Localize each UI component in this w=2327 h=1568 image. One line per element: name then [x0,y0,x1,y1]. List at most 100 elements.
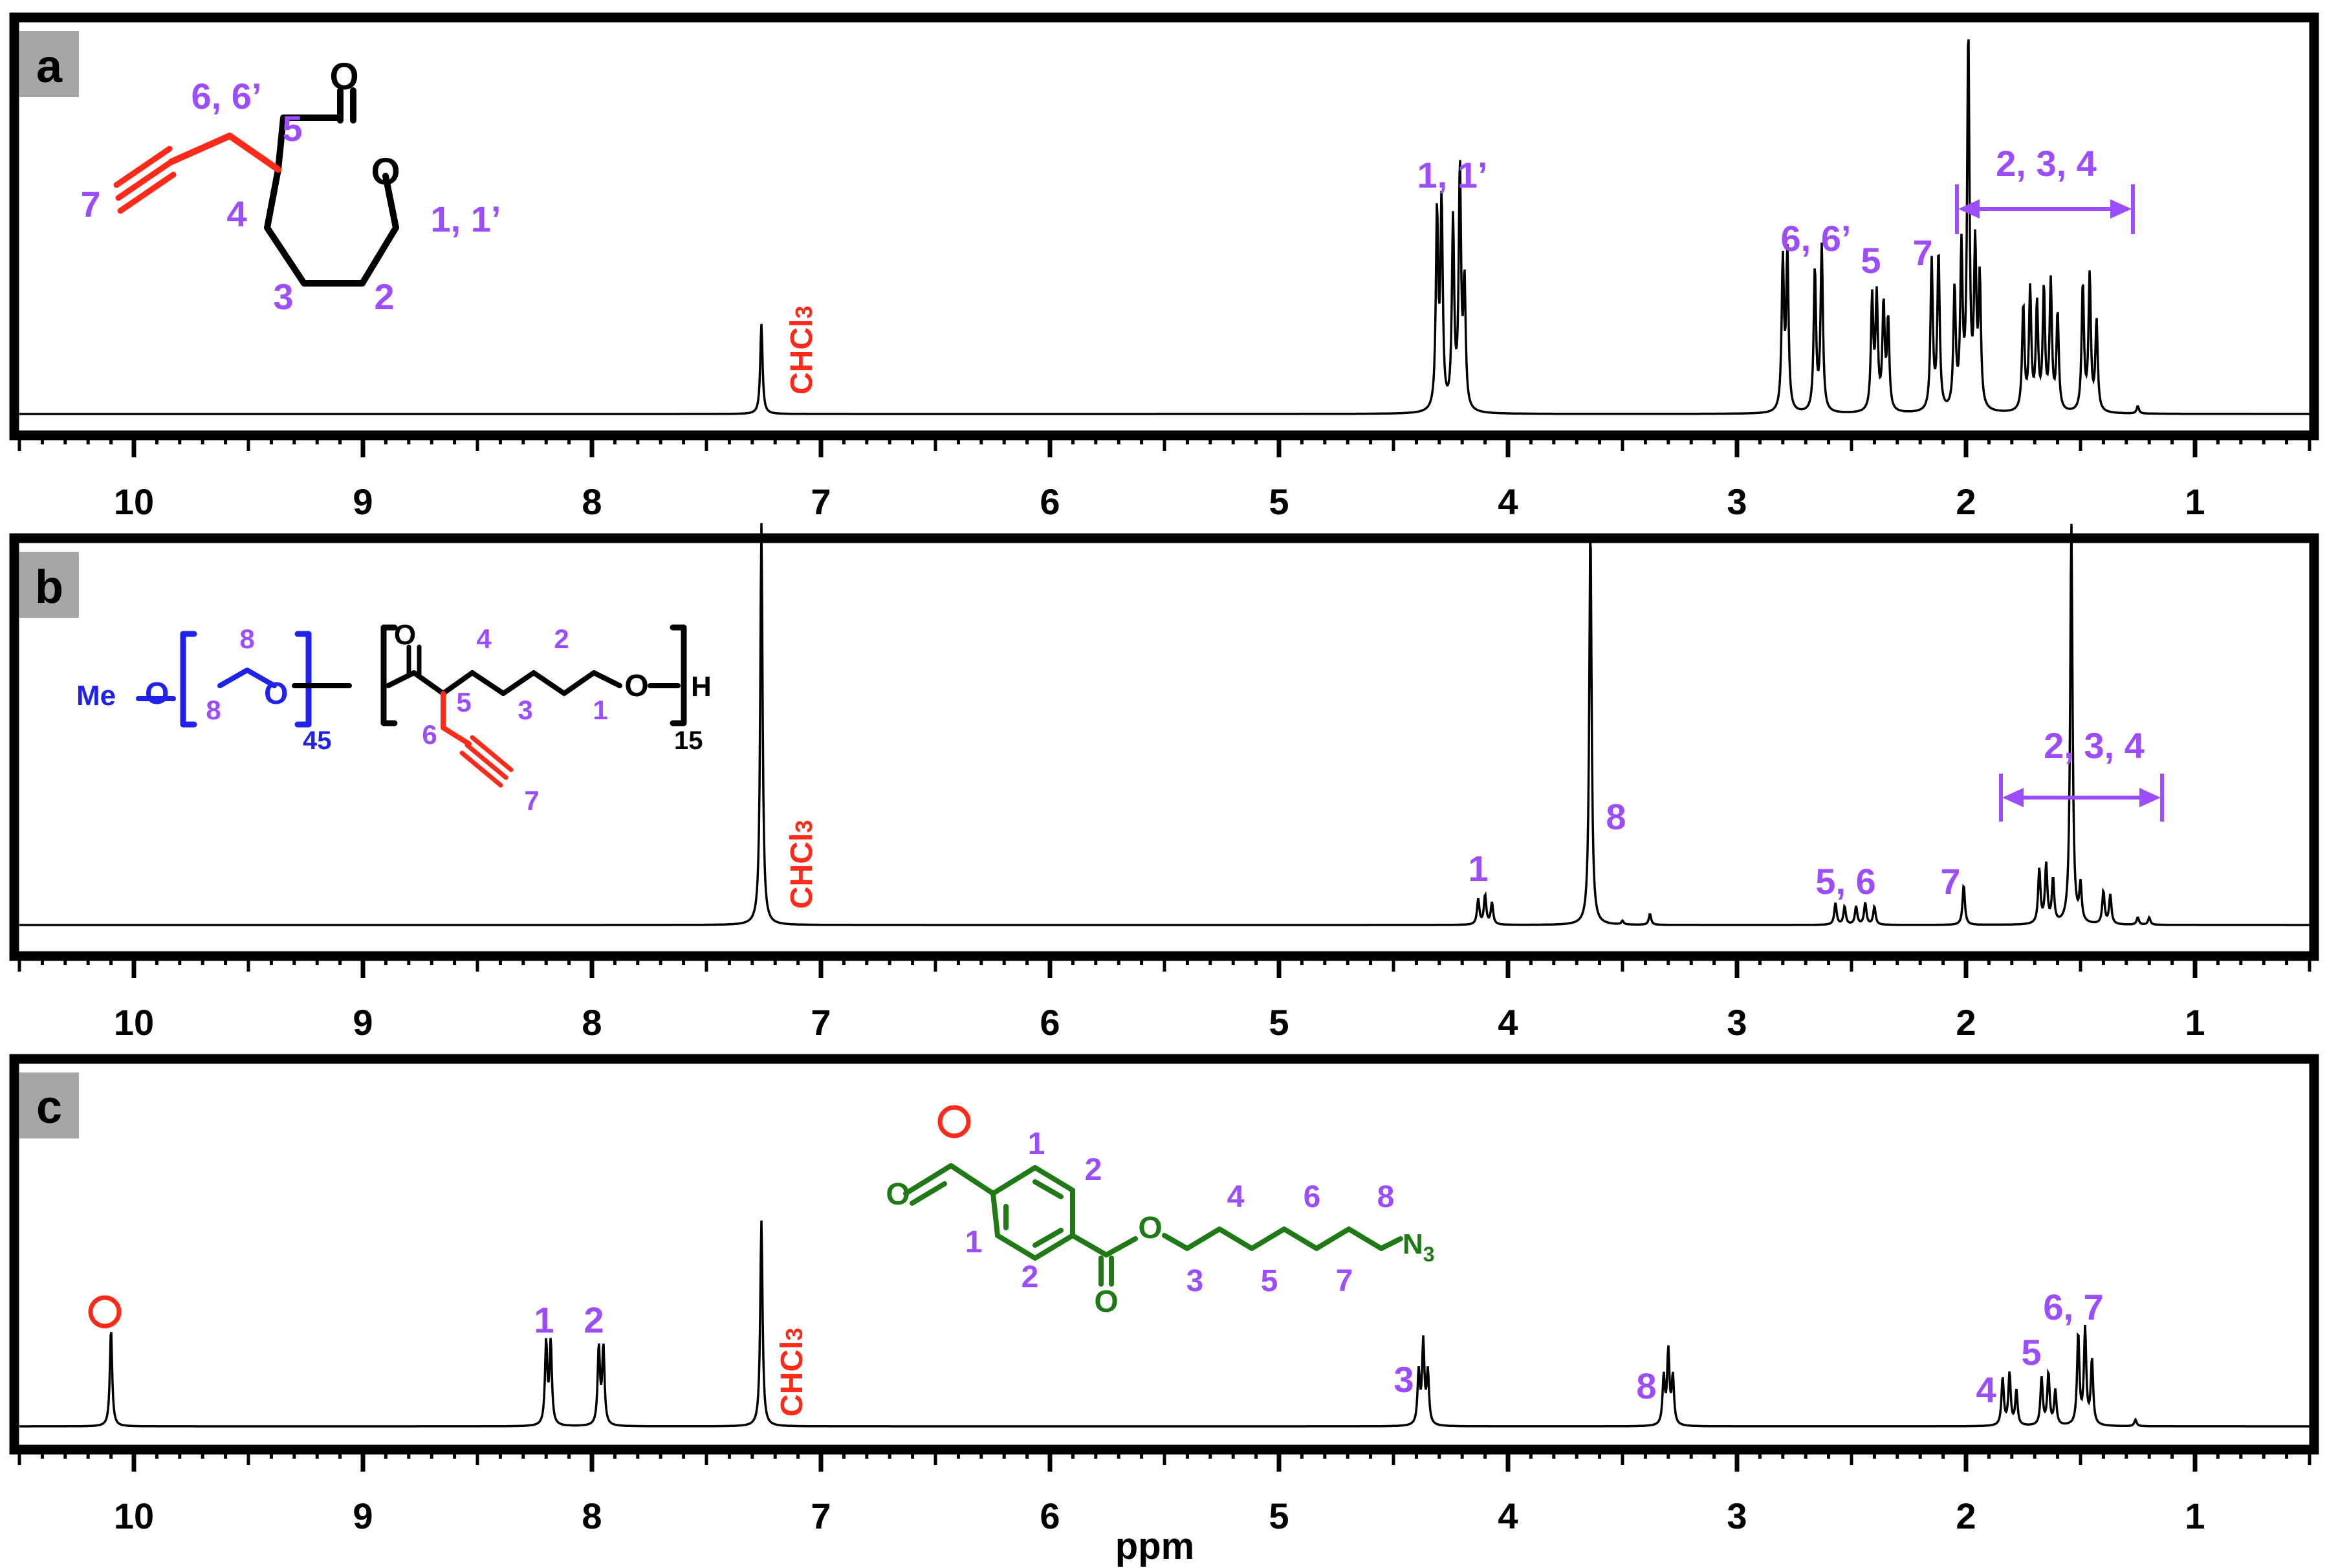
panel-b-h: H [691,671,712,702]
tick-label: 8 [582,1002,602,1043]
panel-b-label-3: 3 [518,695,532,725]
panel-b-peg-brackets [180,631,312,728]
panel-b-n-peg: 45 [303,726,332,755]
panel-a-spectrum [19,39,2310,415]
panel-b-me: Me [76,680,116,712]
panel-c-letter-box [19,1073,79,1138]
panel-c-structure-labels: 1 2 1 2 4 6 8 3 5 7 [965,1127,1395,1298]
panel-c-label-7: 7 [1336,1264,1353,1298]
panel-b-structure-labels: 8 8 4 2 5 3 1 6 7 [206,624,607,816]
tick-label: 10 [114,1496,154,1536]
tick-label: 2 [1956,481,1976,522]
peak-label-1: 1 [534,1300,554,1340]
panel-a-label-6: 6, 6’ [191,76,262,116]
tick-label: 4 [1498,481,1518,522]
panel-c-ester-carbonyl [1098,1256,1114,1287]
panel-c-peak-marker-aldehyde [88,1295,122,1329]
panel-b-structure: Me O O 45 O O H 15 [76,619,712,788]
tick-label: 3 [1727,1002,1747,1043]
tick-label: 5 [1269,481,1289,522]
peak-label-1: 1 [1468,848,1488,889]
panel-c-carbonyl-o: O [1094,1285,1118,1319]
tick-label: 10 [114,481,154,522]
panel-a-ring-o: O [371,151,400,193]
panel-a-label-2: 2 [374,276,394,317]
panel-c-aldehyde-bonds [903,1163,996,1206]
panel-b-peg-o2: O [264,677,288,711]
panel-b-letter: b [35,561,63,613]
panel-a: a 10 9 8 7 6 5 4 3 2 1 O O 6, 6’ 5 7 4 3 2 1, 1’ … [9,12,2319,522]
panel-b-range-arrow [1999,774,2164,822]
peak-label-6-7: 6, 7 [2043,1287,2103,1327]
panel-b: b 10 9 8 7 6 5 4 3 2 1 Me O O 45 O O H 15 8 [9,523,2319,1043]
panel-a-structure-labels: 6, 6’ 5 7 4 3 2 1, 1’ [80,76,501,317]
panel-c-letter: c [36,1082,62,1133]
tick-label: 4 [1498,1002,1518,1043]
peak-label-1-1p: 1, 1’ [1417,155,1488,195]
panel-a-label-7: 7 [80,184,100,224]
panel-c-aldehyde-marker [937,1105,971,1138]
panel-b-peg-bonds [136,668,277,701]
panel-b-peg-o1: O [145,677,169,711]
panel-c-label-2b: 2 [1021,1260,1039,1294]
panel-a-axis: 10 9 8 7 6 5 4 3 2 1 [17,435,2311,522]
peak-label-5-6: 5, 6 [1815,861,1875,902]
peak-label-2-3-4: 2, 3, 4 [1996,143,2097,184]
panel-b-pcl-backbone [386,670,681,696]
peak-label-8: 8 [1606,796,1626,837]
panel-a-letter-box [19,31,79,97]
peak-label-2-3-4: 2, 3, 4 [2044,725,2145,766]
panel-a-label-4: 4 [226,193,246,234]
tick-label: 9 [353,1002,373,1043]
panel-b-n-pcl: 15 [674,726,703,755]
tick-label: 6 [1040,1496,1060,1536]
tick-label: 4 [1498,1496,1518,1536]
panel-a-alkyne-bonds [113,146,177,214]
panel-a-range-arrow [1955,184,2135,234]
tick-label: 3 [1727,481,1747,522]
peak-label-4: 4 [1976,1369,1996,1410]
panel-c-spectrum [19,1220,2310,1428]
panel-c: c 10 9 8 7 6 5 4 3 2 1 O O O N3 1 2 1 2 4 6 8 3 5… [9,1054,2319,1536]
tick-label: 1 [2185,481,2205,522]
tick-label: 1 [2185,1496,2205,1536]
peak-label-7: 7 [1940,861,1960,902]
peak-label-8: 8 [1636,1366,1656,1406]
tick-label: 8 [582,481,602,522]
panel-b-label-2: 2 [554,624,569,654]
panel-b-pcl-carbonyl-o: O [394,619,416,651]
panel-c-label-5: 5 [1261,1264,1278,1298]
tick-label: 8 [582,1496,602,1536]
panel-b-letter-box [19,552,79,618]
panel-b-alkyne [459,735,514,788]
panel-c-label-3: 3 [1186,1264,1204,1298]
x-axis-label: ppm [1115,1525,1194,1567]
panel-c-label-8: 8 [1377,1180,1395,1214]
tick-label: 5 [1269,1496,1289,1536]
panel-b-pcl-carbonyl [406,644,422,677]
panel-c-peak-labels: 1 2 3 8 4 5 6, 7 [534,1287,2103,1410]
panel-b-pcl-ester-o: O [624,669,648,703]
panel-b-label-7: 7 [524,785,539,816]
peak-label-5: 5 [1861,240,1881,281]
panel-c-ester-chain [1070,1226,1403,1258]
panel-b-label-1: 1 [593,695,607,725]
panel-c-label-1b: 1 [965,1225,983,1259]
panel-a-ring-bonds [264,114,399,287]
tick-label: 6 [1040,1002,1060,1043]
panel-b-label-8a: 8 [239,624,254,654]
panel-c-label-2a: 2 [1085,1153,1102,1187]
panel-a-carbonyl-o: O [329,56,358,98]
peak-label-6-6p: 6, 6’ [1781,218,1852,259]
panel-c-label-6: 6 [1304,1180,1321,1214]
panel-c-axis: 10 9 8 7 6 5 4 3 2 1 [17,1450,2311,1536]
tick-label: 5 [1269,1002,1289,1043]
panel-a-carbonyl-bond [337,87,356,124]
panel-c-aldehyde-o: O [886,1177,910,1212]
panel-a-label-1: 1, 1’ [431,199,501,239]
peak-label-7: 7 [1912,232,1932,273]
tick-label: 9 [353,481,373,522]
tick-label: 7 [811,1002,831,1043]
tick-label: 2 [1956,1496,1976,1536]
panel-a-label-5: 5 [282,108,302,149]
